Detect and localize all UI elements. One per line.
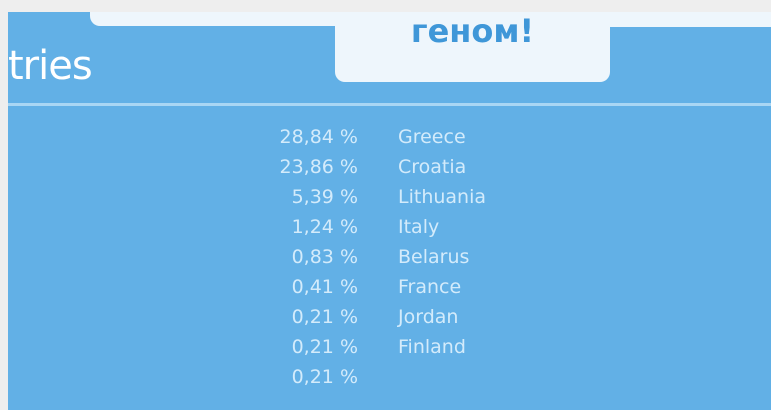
percent: 5,39 % [291,186,358,208]
country: Greece [398,126,466,148]
percent: 23,86 % [279,156,359,178]
percent: 28,84 % [279,126,359,148]
header-bar-left [90,12,350,26]
percent: 1,24 % [291,216,358,238]
percent: 0,21 % [291,306,358,328]
percent: 0,21 % [291,366,358,388]
header-bar-right [600,12,771,27]
country: France [398,276,462,298]
country: Italy [398,216,440,238]
country: Croatia [398,156,467,178]
divider [8,103,771,106]
country: Belarus [398,246,470,268]
section-heading: tries [8,43,93,89]
percent: 0,83 % [291,246,358,268]
country: Lithuania [398,186,487,208]
percent: 0,21 % [291,336,358,358]
title-tab: геном! [335,12,610,82]
country: Finland [398,336,466,358]
country: Jordan [398,306,459,328]
tab-title: геном! [410,12,535,50]
percent: 0,41 % [291,276,358,298]
